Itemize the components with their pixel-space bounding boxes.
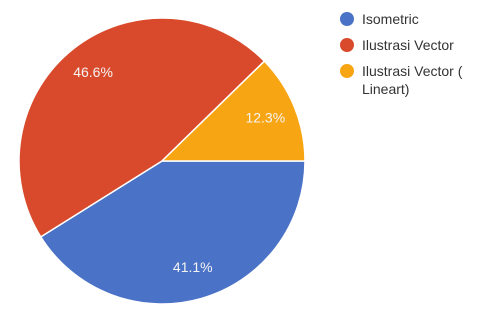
chart: 41.1% 46.6% 12.3% Isometric Ilustrasi Vecto…	[0, 0, 486, 311]
legend-marker	[340, 38, 354, 52]
legend-marker	[340, 12, 354, 26]
legend-item: Ilustrasi Vector ( Lineart)	[336, 62, 480, 98]
legend-label: Isometric	[362, 11, 419, 27]
slice-label: 12.3%	[245, 110, 285, 126]
slice-label: 46.6%	[73, 64, 113, 80]
legend-label: Ilustrasi Vector ( Lineart)	[362, 63, 462, 97]
legend-item: Isometric	[336, 10, 480, 28]
legend: Isometric Ilustrasi Vector Ilustrasi Vecto…	[336, 10, 476, 106]
legend-label: Ilustrasi Vector	[362, 37, 454, 53]
slice-label: 41.1%	[173, 259, 213, 275]
legend-marker	[340, 64, 354, 78]
legend-item: Ilustrasi Vector	[336, 36, 480, 54]
